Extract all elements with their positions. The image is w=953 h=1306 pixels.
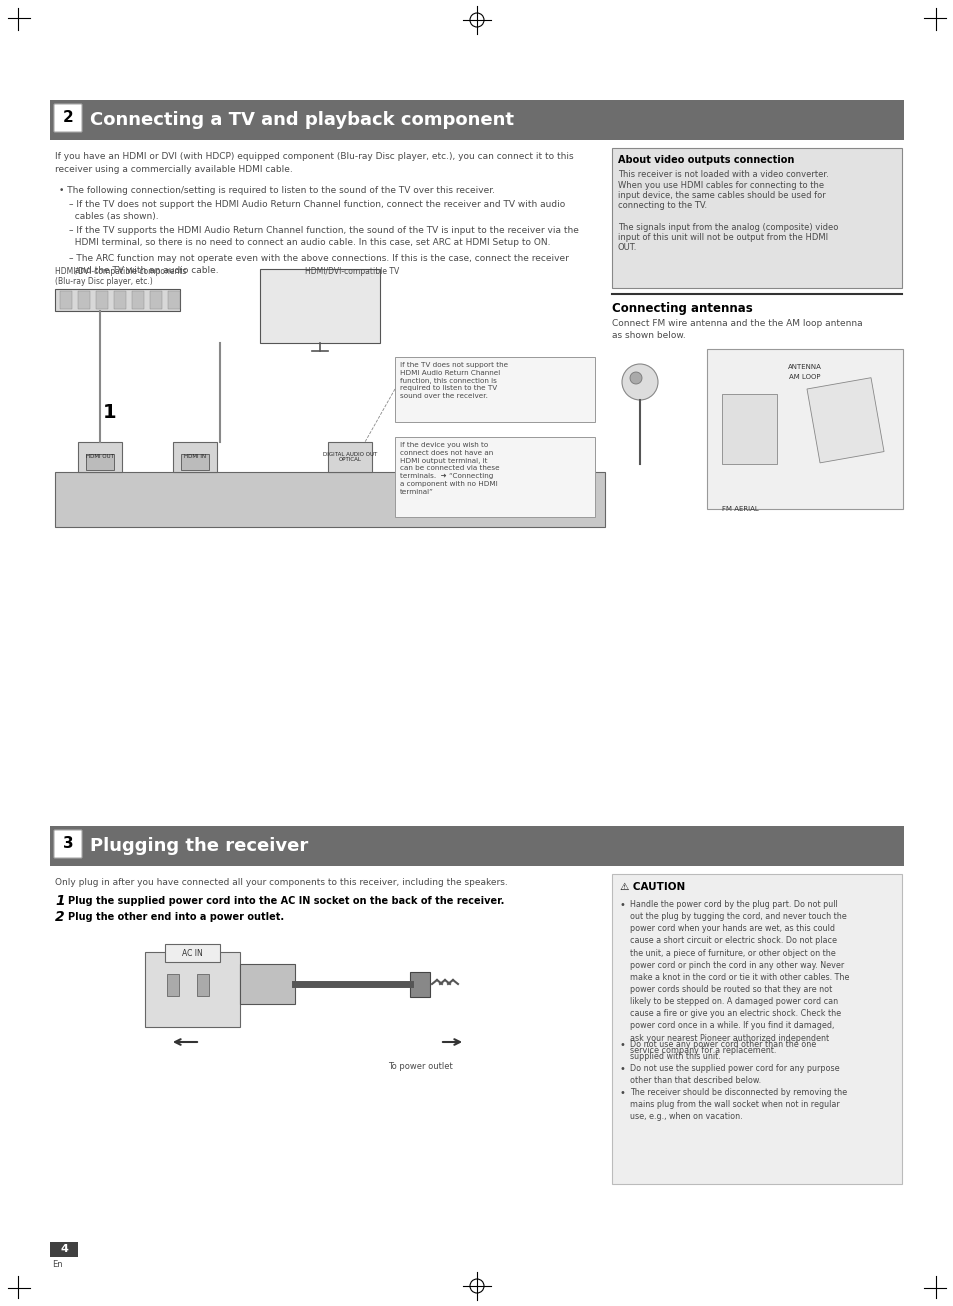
- Bar: [78, 441, 122, 471]
- Text: Only plug in after you have connected all your components to this receiver, incl: Only plug in after you have connected al…: [55, 878, 507, 887]
- Text: 1: 1: [103, 402, 116, 422]
- Text: 4: 4: [60, 1245, 68, 1255]
- Text: Handle the power cord by the plug part. Do not pull
out the plug by tugging the : Handle the power cord by the plug part. …: [629, 900, 848, 1055]
- Text: The receiver should be disconnected by removing the
mains plug from the wall soc: The receiver should be disconnected by r…: [629, 1088, 846, 1122]
- Text: OUT.: OUT.: [618, 243, 637, 252]
- Text: Plug the other end into a power outlet.: Plug the other end into a power outlet.: [68, 912, 284, 922]
- Text: (Blu-ray Disc player, etc.): (Blu-ray Disc player, etc.): [55, 277, 152, 286]
- Text: connecting to the TV.: connecting to the TV.: [618, 201, 706, 210]
- Bar: [50, 101, 903, 140]
- Bar: [410, 972, 430, 996]
- Bar: [612, 148, 901, 289]
- Text: About video outputs connection: About video outputs connection: [618, 155, 794, 165]
- Bar: [240, 964, 294, 1004]
- Bar: [60, 291, 71, 310]
- Bar: [395, 357, 595, 422]
- Bar: [145, 952, 240, 1027]
- Bar: [612, 874, 901, 1185]
- Circle shape: [629, 372, 641, 384]
- Text: HDMI/DVI-compatible TV: HDMI/DVI-compatible TV: [305, 266, 399, 276]
- Text: input device, the same cables should be used for: input device, the same cables should be …: [618, 191, 825, 200]
- Bar: [168, 291, 180, 310]
- Bar: [165, 944, 220, 963]
- Circle shape: [621, 364, 658, 400]
- Text: If you have an HDMI or DVI (with HDCP) equipped component (Blu-ray Disc player, : If you have an HDMI or DVI (with HDCP) e…: [55, 151, 573, 174]
- Text: – The ARC function may not operate even with the above connections. If this is t: – The ARC function may not operate even …: [69, 253, 568, 276]
- Bar: [167, 974, 179, 996]
- Bar: [260, 269, 379, 342]
- Bar: [706, 349, 902, 509]
- Text: input of this unit will not be output from the HDMI: input of this unit will not be output fr…: [618, 232, 827, 242]
- Text: ⚠ CAUTION: ⚠ CAUTION: [619, 882, 684, 892]
- Bar: [181, 454, 209, 470]
- Bar: [132, 291, 144, 310]
- Bar: [172, 441, 216, 471]
- Bar: [50, 825, 903, 866]
- Text: DIGITAL AUDIO OUT
OPTICAL: DIGITAL AUDIO OUT OPTICAL: [322, 452, 376, 462]
- Text: – If the TV does not support the HDMI Audio Return Channel function, connect the: – If the TV does not support the HDMI Au…: [69, 200, 565, 221]
- Text: HDMI/DVI-compatible components: HDMI/DVI-compatible components: [55, 266, 186, 276]
- Text: •: •: [619, 1040, 625, 1050]
- Text: 3: 3: [63, 837, 73, 852]
- Text: Do not use any power cord other than the one
supplied with this unit.: Do not use any power cord other than the…: [629, 1040, 816, 1062]
- Text: ANTENNA: ANTENNA: [787, 364, 821, 370]
- Text: HDMI OUT: HDMI OUT: [86, 454, 113, 460]
- Text: En: En: [52, 1260, 63, 1269]
- FancyBboxPatch shape: [54, 831, 82, 858]
- Text: • The following connection/setting is required to listen to the sound of the TV : • The following connection/setting is re…: [59, 185, 495, 195]
- Text: 2: 2: [55, 910, 65, 925]
- Bar: [113, 291, 126, 310]
- Bar: [78, 291, 90, 310]
- Bar: [196, 974, 209, 996]
- Bar: [721, 394, 776, 464]
- Bar: [55, 289, 180, 311]
- Text: Connecting a TV and playback component: Connecting a TV and playback component: [90, 111, 514, 129]
- Text: – If the TV supports the HDMI Audio Return Channel function, the sound of the TV: – If the TV supports the HDMI Audio Retu…: [69, 226, 578, 247]
- Text: 1: 1: [55, 895, 65, 908]
- Text: 2: 2: [63, 111, 73, 125]
- Text: This receiver is not loaded with a video converter.: This receiver is not loaded with a video…: [618, 170, 828, 179]
- Bar: [50, 1242, 78, 1256]
- Text: Do not use the supplied power cord for any purpose
other than that described bel: Do not use the supplied power cord for a…: [629, 1064, 839, 1085]
- Text: •: •: [619, 1088, 625, 1098]
- Bar: [395, 438, 595, 517]
- Bar: [96, 291, 108, 310]
- Text: FM AERIAL: FM AERIAL: [721, 505, 758, 512]
- Text: HDMI IN: HDMI IN: [184, 454, 206, 460]
- Bar: [328, 441, 372, 471]
- Text: Plug the supplied power cord into the AC IN socket on the back of the receiver.: Plug the supplied power cord into the AC…: [68, 896, 504, 906]
- Bar: [86, 454, 113, 470]
- Text: Connecting antennas: Connecting antennas: [612, 302, 752, 315]
- Text: AM LOOP: AM LOOP: [788, 374, 820, 380]
- Text: AC IN: AC IN: [181, 948, 202, 957]
- Text: The signals input from the analog (composite) video: The signals input from the analog (compo…: [618, 222, 838, 231]
- FancyBboxPatch shape: [54, 104, 82, 132]
- Bar: [806, 377, 883, 462]
- Text: When you use HDMI cables for connecting to the: When you use HDMI cables for connecting …: [618, 180, 823, 189]
- Text: Connect FM wire antenna and the the AM loop antenna
as shown below.: Connect FM wire antenna and the the AM l…: [612, 319, 862, 340]
- Text: •: •: [619, 1064, 625, 1074]
- Text: If the device you wish to
connect does not have an
HDMI output terminal, it
can : If the device you wish to connect does n…: [399, 441, 499, 495]
- Text: Plugging the receiver: Plugging the receiver: [90, 837, 308, 855]
- Text: •: •: [619, 900, 625, 910]
- Bar: [55, 471, 604, 528]
- Text: If the TV does not support the
HDMI Audio Return Channel
function, this connecti: If the TV does not support the HDMI Audi…: [399, 362, 508, 400]
- Text: To power outlet: To power outlet: [387, 1062, 452, 1071]
- Bar: [150, 291, 162, 310]
